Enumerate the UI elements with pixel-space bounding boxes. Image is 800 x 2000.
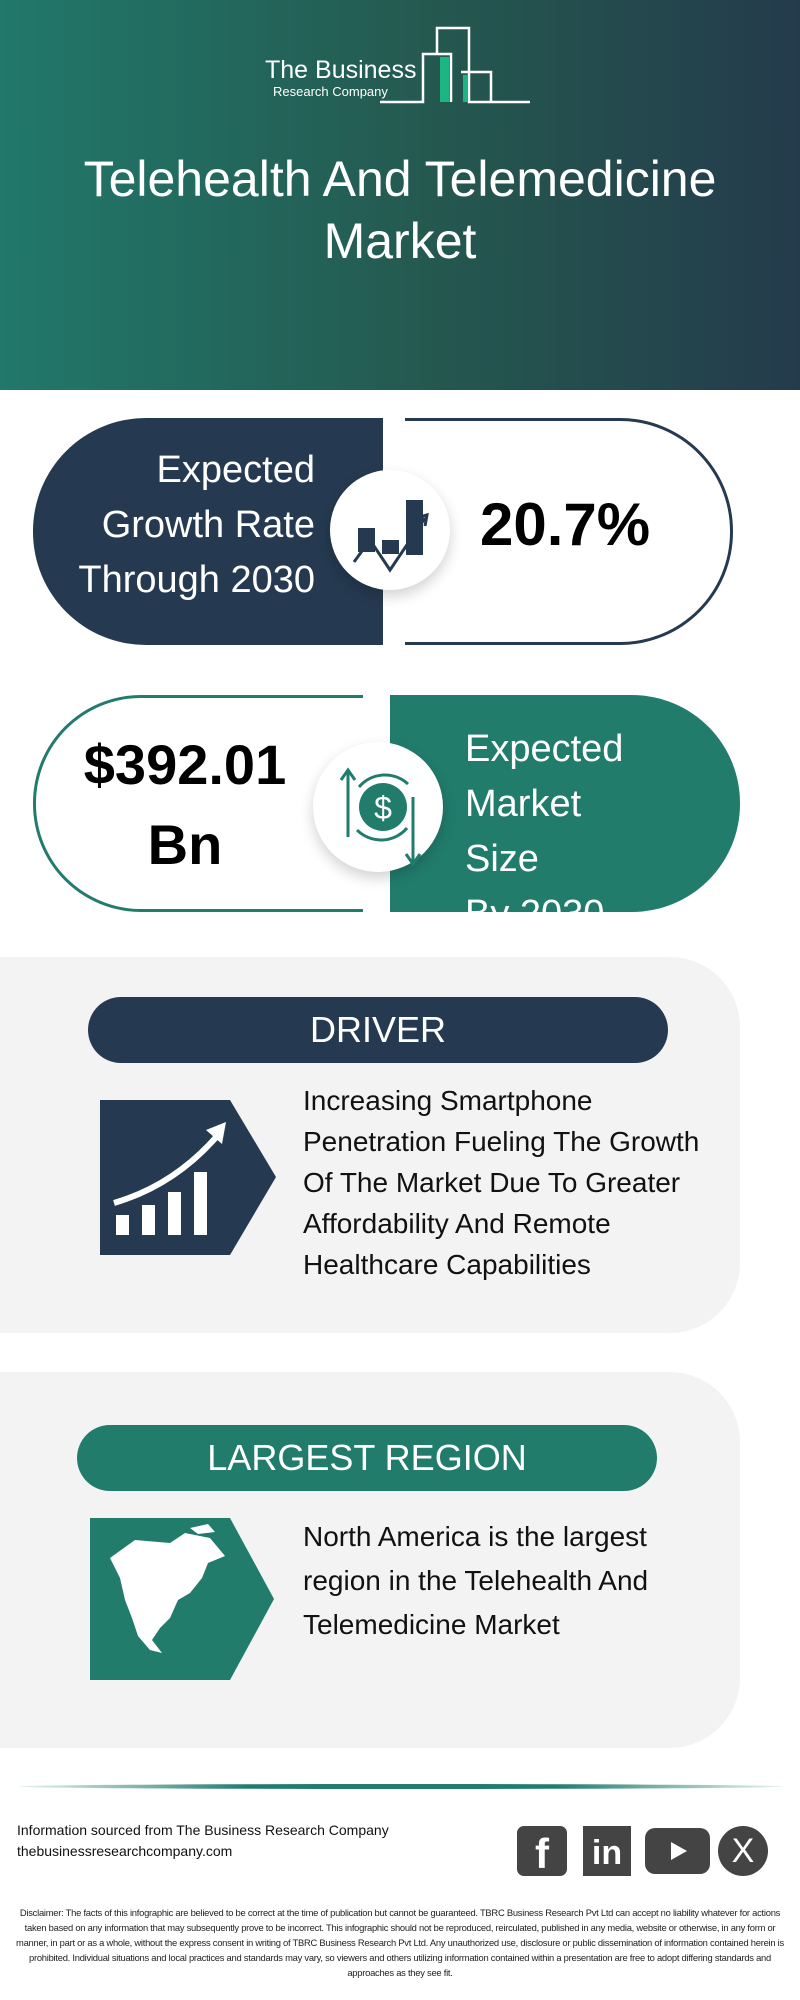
label-line: Expected [156, 449, 315, 491]
market-size-value: $392.01 Bn [70, 725, 300, 885]
brand-logo: The Business Research Company [265, 24, 535, 106]
growth-label: Expected Growth Rate Through 2030 [40, 443, 315, 608]
label-line: By 2030 [465, 893, 605, 935]
market-icon-circle: $ [313, 742, 443, 872]
text-line: Telemedicine Market [303, 1609, 560, 1640]
value-line: $392.01 [83, 733, 287, 796]
dollar-cycle-icon: $ [339, 767, 422, 867]
brand-subname: Research Company [273, 84, 388, 99]
text-line: North America is the largest [303, 1521, 647, 1552]
title-line: Telehealth And Telemedicine [83, 151, 717, 207]
growth-rate-value: 20.7% [480, 491, 651, 558]
title-line: Market [323, 213, 477, 269]
source-text: Information sourced from The Business Re… [17, 1822, 389, 1838]
text-line: Penetration Fueling The Growth [303, 1126, 700, 1157]
divider [18, 1784, 784, 1789]
region-heading: LARGEST REGION [77, 1425, 657, 1491]
building-logo-icon [380, 26, 530, 104]
label-line: Growth Rate [101, 504, 315, 546]
value-line: Bn [147, 813, 223, 876]
page-title: Telehealth And Telemedicine Market [0, 148, 800, 272]
youtube-icon[interactable] [645, 1828, 710, 1874]
driver-text: Increasing Smartphone Penetration Fuelin… [303, 1080, 699, 1285]
website-link[interactable]: thebusinessresearchcompany.com [17, 1843, 233, 1859]
growth-chart-icon [352, 500, 429, 573]
label-line: Through 2030 [78, 559, 315, 601]
text-line: Of The Market Due To Greater [303, 1167, 681, 1198]
label-line: Expected [465, 728, 624, 770]
linkedin-icon[interactable]: in [583, 1826, 631, 1876]
driver-heading: DRIVER [88, 997, 668, 1063]
x-icon[interactable]: X [718, 1826, 768, 1876]
region-text: North America is the largest region in t… [303, 1515, 648, 1647]
text-line: Healthcare Capabilities [303, 1249, 591, 1280]
rising-bars-icon [100, 1100, 276, 1255]
market-size-label: Expected Market Size By 2030 [465, 722, 623, 942]
growth-icon-circle [330, 470, 450, 590]
header-banner [0, 0, 800, 390]
brand-name: The Business [265, 56, 417, 84]
svg-text:$: $ [374, 790, 392, 826]
north-america-map-icon [90, 1518, 274, 1680]
text-line: Affordability And Remote [303, 1208, 611, 1239]
disclaimer: Disclaimer: The facts of this infographi… [16, 1907, 784, 1978]
label-line: Market Size [465, 783, 582, 880]
text-line: Increasing Smartphone [303, 1085, 593, 1116]
facebook-icon[interactable]: f [517, 1826, 567, 1877]
source-info: Information sourced from The Business Re… [17, 1820, 389, 1862]
text-line: region in the Telehealth And [303, 1565, 649, 1596]
